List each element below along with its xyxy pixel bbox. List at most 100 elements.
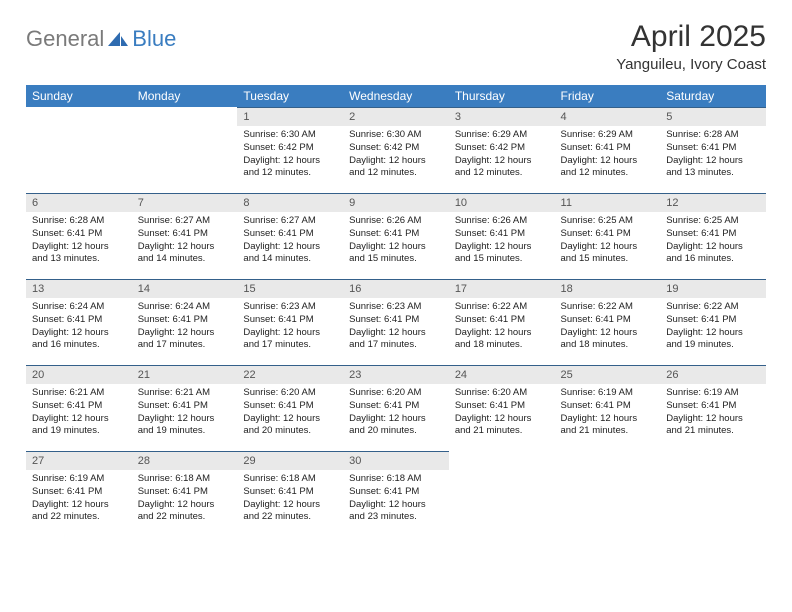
weekday-header: Wednesday: [343, 85, 449, 107]
calendar-cell: 22Sunrise: 6:20 AMSunset: 6:41 PMDayligh…: [237, 365, 343, 451]
calendar-cell: 12Sunrise: 6:25 AMSunset: 6:41 PMDayligh…: [660, 193, 766, 279]
logo: General Blue: [26, 26, 176, 52]
day-details: Sunrise: 6:24 AMSunset: 6:41 PMDaylight:…: [26, 298, 132, 356]
day-number: 17: [449, 279, 555, 298]
day-details: Sunrise: 6:22 AMSunset: 6:41 PMDaylight:…: [449, 298, 555, 356]
day-details: Sunrise: 6:25 AMSunset: 6:41 PMDaylight:…: [660, 212, 766, 270]
day-number: 3: [449, 107, 555, 126]
header: General Blue April 2025 Yanguileu, Ivory…: [26, 20, 766, 73]
day-details: Sunrise: 6:20 AMSunset: 6:41 PMDaylight:…: [343, 384, 449, 442]
day-number: 15: [237, 279, 343, 298]
day-number: 6: [26, 193, 132, 212]
weekday-header: Saturday: [660, 85, 766, 107]
day-details: Sunrise: 6:30 AMSunset: 6:42 PMDaylight:…: [237, 126, 343, 184]
calendar-cell: 18Sunrise: 6:22 AMSunset: 6:41 PMDayligh…: [555, 279, 661, 365]
location: Yanguileu, Ivory Coast: [616, 56, 766, 73]
day-details: Sunrise: 6:21 AMSunset: 6:41 PMDaylight:…: [26, 384, 132, 442]
calendar-cell: 7Sunrise: 6:27 AMSunset: 6:41 PMDaylight…: [132, 193, 238, 279]
calendar-cell: 30Sunrise: 6:18 AMSunset: 6:41 PMDayligh…: [343, 451, 449, 537]
day-number: 2: [343, 107, 449, 126]
calendar-cell: 19Sunrise: 6:22 AMSunset: 6:41 PMDayligh…: [660, 279, 766, 365]
day-details: Sunrise: 6:29 AMSunset: 6:42 PMDaylight:…: [449, 126, 555, 184]
calendar-cell: [132, 107, 238, 193]
day-details: Sunrise: 6:19 AMSunset: 6:41 PMDaylight:…: [26, 470, 132, 528]
day-number: 26: [660, 365, 766, 384]
logo-text-general: General: [26, 26, 104, 52]
calendar-cell: 23Sunrise: 6:20 AMSunset: 6:41 PMDayligh…: [343, 365, 449, 451]
calendar-cell: 13Sunrise: 6:24 AMSunset: 6:41 PMDayligh…: [26, 279, 132, 365]
calendar-cell: 8Sunrise: 6:27 AMSunset: 6:41 PMDaylight…: [237, 193, 343, 279]
day-details: Sunrise: 6:20 AMSunset: 6:41 PMDaylight:…: [237, 384, 343, 442]
calendar-cell: 27Sunrise: 6:19 AMSunset: 6:41 PMDayligh…: [26, 451, 132, 537]
calendar-cell: 1Sunrise: 6:30 AMSunset: 6:42 PMDaylight…: [237, 107, 343, 193]
calendar-cell: 5Sunrise: 6:28 AMSunset: 6:41 PMDaylight…: [660, 107, 766, 193]
calendar-cell: 14Sunrise: 6:24 AMSunset: 6:41 PMDayligh…: [132, 279, 238, 365]
day-number: 24: [449, 365, 555, 384]
weekday-header: Tuesday: [237, 85, 343, 107]
day-number: 12: [660, 193, 766, 212]
day-details: Sunrise: 6:18 AMSunset: 6:41 PMDaylight:…: [237, 470, 343, 528]
calendar-cell: [26, 107, 132, 193]
day-details: Sunrise: 6:18 AMSunset: 6:41 PMDaylight:…: [132, 470, 238, 528]
day-number: 9: [343, 193, 449, 212]
day-number: 23: [343, 365, 449, 384]
calendar-row: 20Sunrise: 6:21 AMSunset: 6:41 PMDayligh…: [26, 365, 766, 451]
calendar-cell: 28Sunrise: 6:18 AMSunset: 6:41 PMDayligh…: [132, 451, 238, 537]
day-details: Sunrise: 6:22 AMSunset: 6:41 PMDaylight:…: [660, 298, 766, 356]
day-number: 25: [555, 365, 661, 384]
calendar-cell: 26Sunrise: 6:19 AMSunset: 6:41 PMDayligh…: [660, 365, 766, 451]
weekday-header: Friday: [555, 85, 661, 107]
day-details: Sunrise: 6:20 AMSunset: 6:41 PMDaylight:…: [449, 384, 555, 442]
calendar-cell: [660, 451, 766, 537]
day-details: Sunrise: 6:30 AMSunset: 6:42 PMDaylight:…: [343, 126, 449, 184]
day-details: Sunrise: 6:18 AMSunset: 6:41 PMDaylight:…: [343, 470, 449, 528]
day-number: 22: [237, 365, 343, 384]
day-number: 29: [237, 451, 343, 470]
calendar-cell: [449, 451, 555, 537]
calendar-cell: 29Sunrise: 6:18 AMSunset: 6:41 PMDayligh…: [237, 451, 343, 537]
day-number: 28: [132, 451, 238, 470]
calendar-body: 1Sunrise: 6:30 AMSunset: 6:42 PMDaylight…: [26, 107, 766, 537]
calendar-cell: 20Sunrise: 6:21 AMSunset: 6:41 PMDayligh…: [26, 365, 132, 451]
calendar-cell: 24Sunrise: 6:20 AMSunset: 6:41 PMDayligh…: [449, 365, 555, 451]
day-details: Sunrise: 6:25 AMSunset: 6:41 PMDaylight:…: [555, 212, 661, 270]
day-number: 18: [555, 279, 661, 298]
calendar-cell: 15Sunrise: 6:23 AMSunset: 6:41 PMDayligh…: [237, 279, 343, 365]
calendar-cell: 9Sunrise: 6:26 AMSunset: 6:41 PMDaylight…: [343, 193, 449, 279]
day-details: Sunrise: 6:19 AMSunset: 6:41 PMDaylight:…: [660, 384, 766, 442]
day-details: Sunrise: 6:26 AMSunset: 6:41 PMDaylight:…: [343, 212, 449, 270]
day-number: 16: [343, 279, 449, 298]
day-details: Sunrise: 6:19 AMSunset: 6:41 PMDaylight:…: [555, 384, 661, 442]
calendar-cell: 4Sunrise: 6:29 AMSunset: 6:41 PMDaylight…: [555, 107, 661, 193]
calendar-cell: 21Sunrise: 6:21 AMSunset: 6:41 PMDayligh…: [132, 365, 238, 451]
logo-text-blue: Blue: [132, 26, 176, 52]
day-number: 7: [132, 193, 238, 212]
weekday-header: Monday: [132, 85, 238, 107]
day-number: 10: [449, 193, 555, 212]
calendar-cell: 10Sunrise: 6:26 AMSunset: 6:41 PMDayligh…: [449, 193, 555, 279]
day-number: 5: [660, 107, 766, 126]
day-details: Sunrise: 6:21 AMSunset: 6:41 PMDaylight:…: [132, 384, 238, 442]
calendar-cell: 3Sunrise: 6:29 AMSunset: 6:42 PMDaylight…: [449, 107, 555, 193]
day-details: Sunrise: 6:29 AMSunset: 6:41 PMDaylight:…: [555, 126, 661, 184]
logo-sail-icon: [106, 30, 130, 48]
day-number: 4: [555, 107, 661, 126]
day-details: Sunrise: 6:24 AMSunset: 6:41 PMDaylight:…: [132, 298, 238, 356]
day-details: Sunrise: 6:26 AMSunset: 6:41 PMDaylight:…: [449, 212, 555, 270]
day-details: Sunrise: 6:27 AMSunset: 6:41 PMDaylight:…: [132, 212, 238, 270]
calendar-row: 6Sunrise: 6:28 AMSunset: 6:41 PMDaylight…: [26, 193, 766, 279]
day-number: 21: [132, 365, 238, 384]
day-number: 19: [660, 279, 766, 298]
day-number: 1: [237, 107, 343, 126]
calendar-row: 1Sunrise: 6:30 AMSunset: 6:42 PMDaylight…: [26, 107, 766, 193]
calendar-cell: 25Sunrise: 6:19 AMSunset: 6:41 PMDayligh…: [555, 365, 661, 451]
calendar-row: 13Sunrise: 6:24 AMSunset: 6:41 PMDayligh…: [26, 279, 766, 365]
weekday-header: Sunday: [26, 85, 132, 107]
day-details: Sunrise: 6:22 AMSunset: 6:41 PMDaylight:…: [555, 298, 661, 356]
weekday-header: Thursday: [449, 85, 555, 107]
day-details: Sunrise: 6:28 AMSunset: 6:41 PMDaylight:…: [26, 212, 132, 270]
day-number: 8: [237, 193, 343, 212]
calendar-cell: 17Sunrise: 6:22 AMSunset: 6:41 PMDayligh…: [449, 279, 555, 365]
day-number: 27: [26, 451, 132, 470]
calendar-cell: 6Sunrise: 6:28 AMSunset: 6:41 PMDaylight…: [26, 193, 132, 279]
